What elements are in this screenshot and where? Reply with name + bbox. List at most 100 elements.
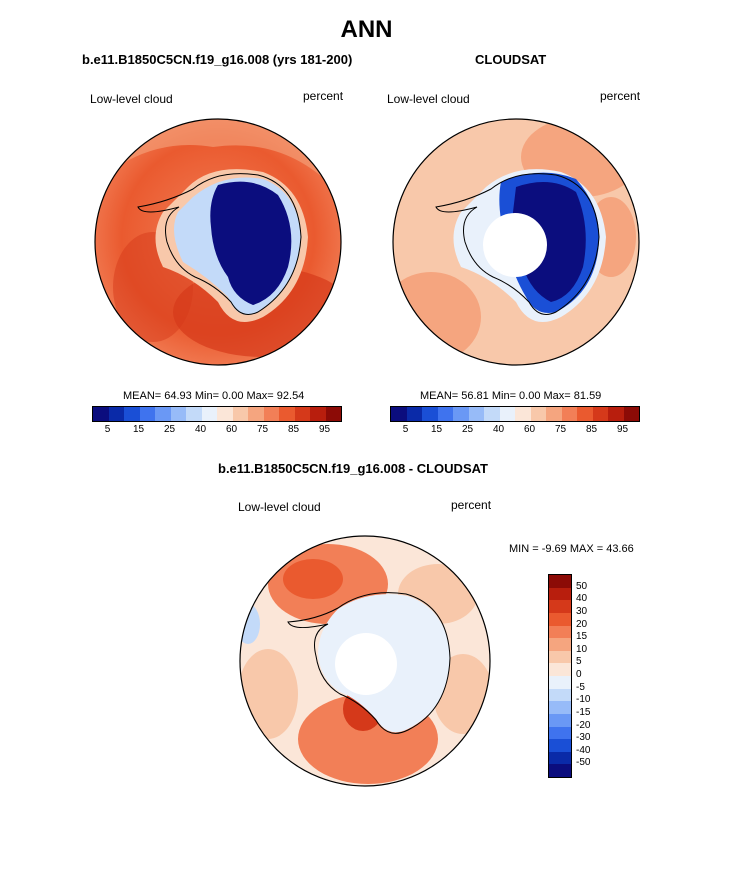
colorbar-swatch [549,575,571,588]
colorbar-swatch [437,407,453,421]
colorbar-tick-label: 25 [163,424,176,435]
main-title: ANN [340,16,393,43]
panel1-stats: MEAN= 64.93 Min= 0.00 Max= 92.54 [123,390,305,402]
colorbar-tick-label: 60 [225,424,238,435]
colorbar-swatch [468,407,484,421]
colorbar-tick-label: 40 [492,424,505,435]
colorbar-swatch [549,751,571,765]
colorbar-tick-label: -15 [576,706,591,718]
colorbar-tick-label: 15 [430,424,443,435]
panel2-title: CLOUDSAT [475,52,547,67]
colorbar-swatch [592,407,608,421]
panel1-title: b.e11.B1850C5CN.f19_g16.008 (yrs 181-200… [82,52,353,67]
colorbar-tick-label: -30 [576,732,591,744]
colorbar-tick-label: -20 [576,719,591,731]
colorbar-tick-label: 50 [576,580,588,592]
colorbar-swatch [139,407,155,421]
colorbar-tick-label: 5 [576,656,582,668]
colorbar-swatch [499,407,515,421]
colorbar-swatch [484,407,500,421]
panel1-colorbar-ticks: 5 15 25 40 60 75 85 95 [92,424,340,438]
colorbar-swatch [422,407,438,421]
colorbar-swatch [155,407,171,421]
panel2-variable-label: Low-level cloud [387,92,470,106]
colorbar-swatch [294,407,310,421]
colorbar-tick-label: 30 [576,605,588,617]
panel2-colorbar-ticks: 5 15 25 40 60 75 85 95 [390,424,638,438]
colorbar-swatch [577,407,593,421]
colorbar-swatch [515,407,531,421]
colorbar-swatch [549,676,571,689]
colorbar-tick-label: -10 [576,694,591,706]
colorbar-swatch [530,407,546,421]
panel2-polar-map [392,118,640,366]
panel3-polar-map [239,535,491,787]
colorbar-swatch [248,407,264,421]
colorbar-tick-label: 10 [576,643,588,655]
colorbar-tick-label: 85 [585,424,598,435]
colorbar-tick-label: -40 [576,744,591,756]
colorbar-swatch [325,407,341,421]
panel3-variable-label: Low-level cloud [238,500,321,514]
colorbar-swatch [561,407,577,421]
colorbar-swatch [608,407,624,421]
panel3-colorbar-ticks: 50 40 30 20 15 10 5 0 -5 -10 -15 -20 -30 -40 -50 [576,574,616,776]
colorbar-swatch [201,407,217,421]
colorbar-tick-label: 20 [576,618,588,630]
colorbar-tick-label: 15 [576,631,588,643]
panel2-stats: MEAN= 56.81 Min= 0.00 Max= 81.59 [420,390,602,402]
colorbar-tick-label: 5 [402,424,409,435]
colorbar-swatch [217,407,233,421]
colorbar-swatch [549,650,571,664]
colorbar-tick-label: 0 [576,669,582,680]
colorbar-tick-label: 40 [194,424,207,435]
colorbar-swatch [549,600,571,613]
colorbar-swatch [623,407,639,421]
colorbar-swatch [391,407,407,421]
colorbar-tick-label: 95 [318,424,331,435]
colorbar-swatch [186,407,202,421]
panel1-variable-label: Low-level cloud [90,92,173,106]
colorbar-tick-label: 75 [256,424,269,435]
colorbar-tick-label: 5 [104,424,111,435]
colorbar-tick-label: 40 [576,593,588,605]
colorbar-swatch [549,726,571,740]
colorbar-swatch [232,407,248,421]
panel1-units-label: percent [303,89,344,103]
colorbar-swatch [549,739,571,752]
colorbar-tick-label: 85 [287,424,300,435]
colorbar-swatch [549,701,571,714]
colorbar-swatch [549,638,571,651]
colorbar-swatch [549,764,571,777]
colorbar-swatch [406,407,422,421]
colorbar-swatch [549,612,571,626]
colorbar-tick-label: 25 [461,424,474,435]
colorbar-swatch [108,407,124,421]
panel2-colorbar [390,406,640,422]
colorbar-swatch [549,688,571,702]
colorbar-swatch [93,407,109,421]
panel3-colorbar [548,574,572,778]
colorbar-tick-label: 60 [523,424,536,435]
colorbar-swatch [170,407,186,421]
panel1-polar-map [94,118,342,366]
colorbar-swatch [453,407,469,421]
colorbar-swatch [310,407,326,421]
colorbar-swatch [549,587,571,601]
colorbar-swatch [549,663,571,676]
colorbar-tick-label: -50 [576,757,591,769]
colorbar-tick-label: 75 [554,424,567,435]
colorbar-swatch [546,407,562,421]
colorbar-swatch [549,625,571,639]
colorbar-swatch [279,407,295,421]
colorbar-tick-label: -5 [576,681,585,693]
panel3-stats: MIN = -9.69 MAX = 43.66 [509,543,634,555]
colorbar-swatch [124,407,140,421]
colorbar-swatch [263,407,279,421]
colorbar-swatch [549,713,571,727]
panel2-units-label: percent [600,89,641,103]
colorbar-tick-label: 95 [616,424,629,435]
panel3-units-label: percent [451,498,492,512]
colorbar-tick-label: 15 [132,424,145,435]
panel3-title: b.e11.B1850C5CN.f19_g16.008 - CLOUDSAT [218,461,488,476]
